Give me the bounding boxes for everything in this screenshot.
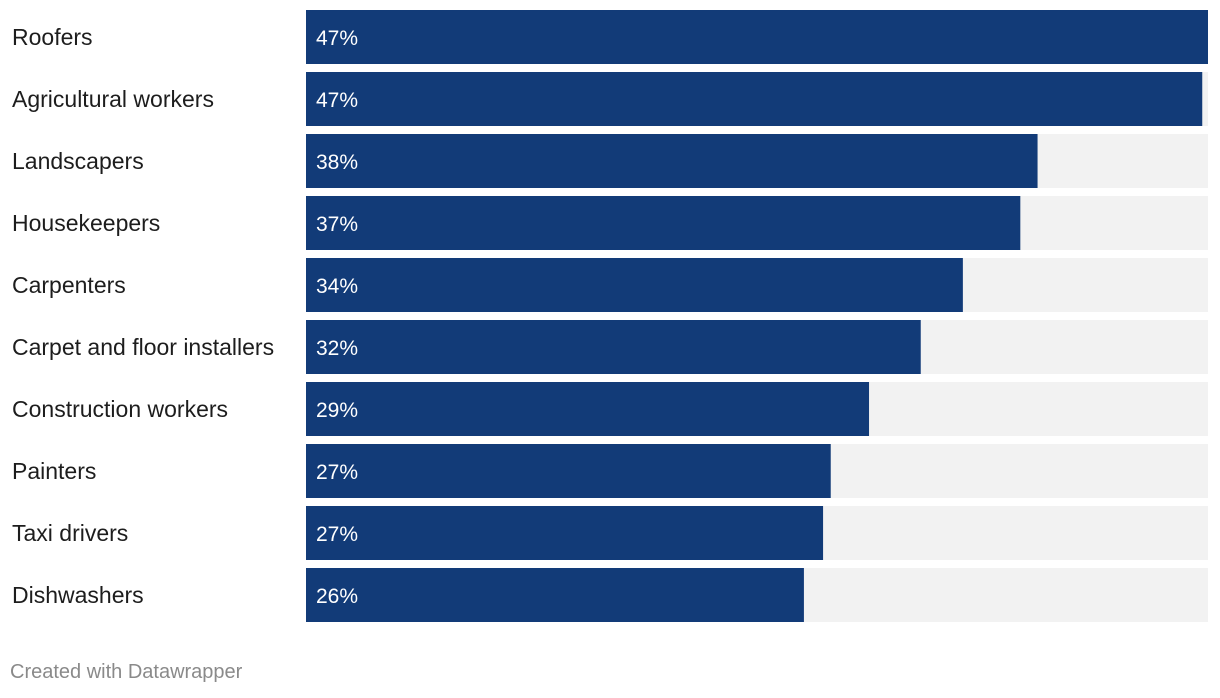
value-label: 47% xyxy=(316,27,358,50)
bar[interactable] xyxy=(306,10,1208,64)
datawrapper-credit[interactable]: Created with Datawrapper xyxy=(10,661,243,683)
bar-row: Carpet and floor installers 32% xyxy=(12,320,1208,374)
category-label: Painters xyxy=(12,458,96,484)
value-label: 27% xyxy=(316,461,358,484)
bar[interactable] xyxy=(306,258,963,312)
bar-row: Housekeepers 37% xyxy=(12,196,1208,250)
bar-row: Agricultural workers 47% xyxy=(12,72,1208,126)
bar[interactable] xyxy=(306,320,921,374)
category-label: Landscapers xyxy=(12,148,144,174)
bar[interactable] xyxy=(306,382,870,436)
value-label: 32% xyxy=(316,337,358,360)
bar[interactable] xyxy=(306,196,1021,250)
bar[interactable] xyxy=(306,444,831,498)
category-label: Agricultural workers xyxy=(12,86,214,112)
bar[interactable] xyxy=(306,72,1203,126)
bar-row: Painters 27% xyxy=(12,444,1208,498)
category-label: Carpenters xyxy=(12,272,126,298)
value-label: 37% xyxy=(316,213,358,236)
category-label: Housekeepers xyxy=(12,210,160,236)
category-label: Taxi drivers xyxy=(12,520,128,546)
value-label: 38% xyxy=(316,151,358,174)
bar-row: Taxi drivers 27% xyxy=(12,506,1208,560)
value-label: 27% xyxy=(316,523,358,546)
category-label: Roofers xyxy=(12,24,93,50)
bar[interactable] xyxy=(306,134,1038,188)
category-label: Dishwashers xyxy=(12,582,144,608)
bar-row: Roofers 47% xyxy=(12,10,1208,64)
bar-row: Dishwashers 26% xyxy=(12,568,1208,622)
bar-row: Carpenters 34% xyxy=(12,258,1208,312)
value-label: 47% xyxy=(316,89,358,112)
bar[interactable] xyxy=(306,568,804,622)
bar-row: Landscapers 38% xyxy=(12,134,1208,188)
category-label: Construction workers xyxy=(12,396,228,422)
bar[interactable] xyxy=(306,506,824,560)
value-label: 29% xyxy=(316,399,358,422)
bar-chart: Roofers 47% Agricultural workers 47% Landsca… xyxy=(12,10,1208,622)
value-label: 34% xyxy=(316,275,358,298)
category-label: Carpet and floor installers xyxy=(12,334,274,360)
value-label: 26% xyxy=(316,585,358,608)
bar-row: Construction workers 29% xyxy=(12,382,1208,436)
